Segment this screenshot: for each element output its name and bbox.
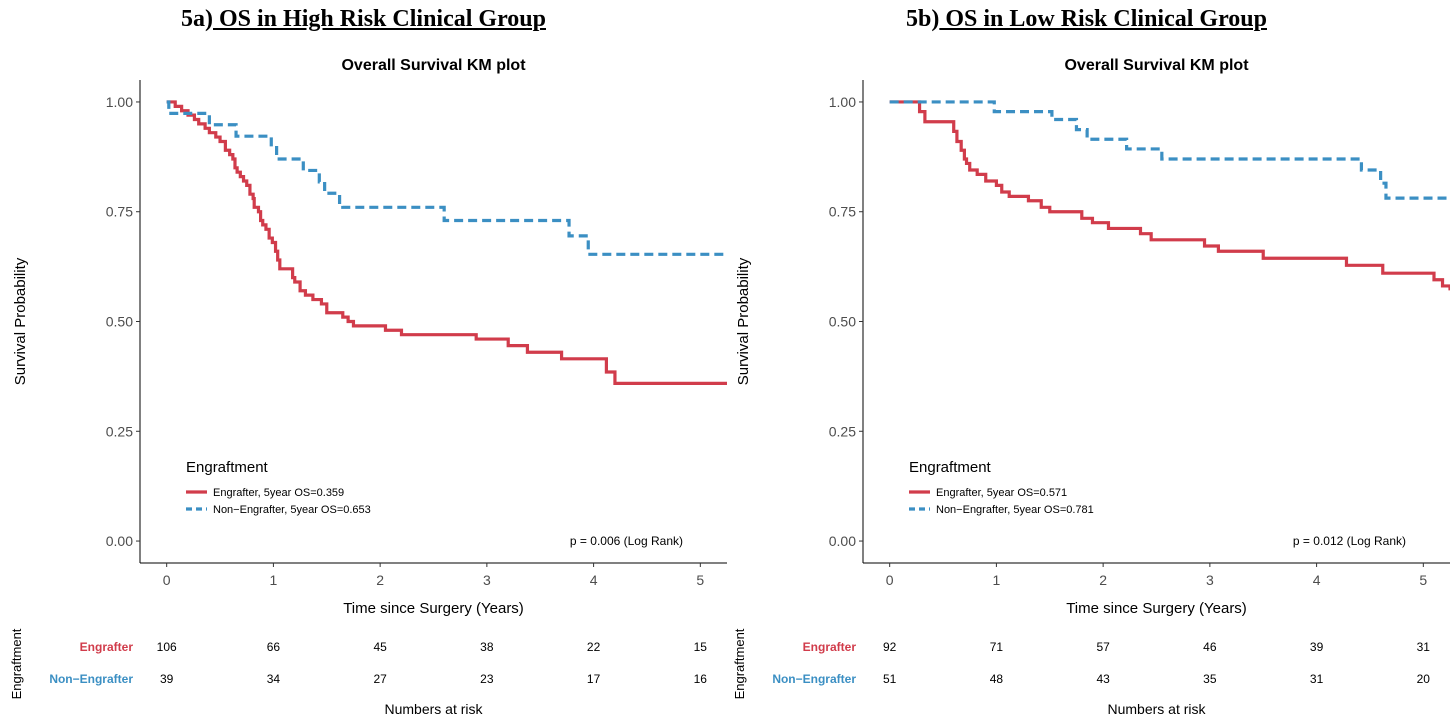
y-tick-label: 0.50: [829, 314, 856, 330]
risk-count: 48: [990, 672, 1004, 686]
y-tick-label: 0.50: [106, 314, 133, 330]
x-tick-label: 5: [1419, 572, 1427, 588]
y-tick-label: 0.75: [829, 204, 856, 220]
x-tick-label: 3: [483, 572, 491, 588]
risk-count: 38: [480, 640, 494, 654]
risk-count: 66: [267, 640, 281, 654]
risk-count: 43: [1096, 672, 1110, 686]
x-tick-label: 1: [270, 572, 278, 588]
panel-low-risk: 5b) OS in Low Risk Clinical Group Overal…: [723, 0, 1450, 722]
x-tick-label: 3: [1206, 572, 1214, 588]
legend-title: Engraftment: [909, 459, 992, 476]
x-axis-label: Time since Surgery (Years): [1066, 600, 1247, 617]
chart-title: Overall Survival KM plot: [1064, 57, 1249, 74]
risk-count: 16: [694, 672, 708, 686]
x-tick-label: 2: [1099, 572, 1107, 588]
risk-row-label: Engrafter: [803, 640, 857, 654]
risk-count: 106: [157, 640, 177, 654]
risk-count: 15: [694, 640, 708, 654]
risk-row-label: Non−Engrafter: [772, 672, 856, 686]
p-value-annotation: p = 0.006 (Log Rank): [570, 534, 683, 548]
risk-count: 39: [1310, 640, 1324, 654]
km-chart: Overall Survival KM plot 0.00 0.25 0.50 0.75…: [0, 0, 727, 722]
risk-table-xlabel: Numbers at risk: [1107, 701, 1206, 717]
x-tick-label: 2: [376, 572, 384, 588]
risk-count: 27: [373, 672, 387, 686]
risk-count: 31: [1310, 672, 1324, 686]
x-tick-label: 0: [163, 572, 171, 588]
non-engrafter-curve: [167, 102, 727, 254]
y-tick-label: 0.00: [106, 533, 133, 549]
risk-count: 20: [1417, 672, 1431, 686]
x-axis-label: Time since Surgery (Years): [343, 600, 524, 617]
y-tick-label: 0.75: [106, 204, 133, 220]
risk-count: 17: [587, 672, 601, 686]
risk-count: 71: [990, 640, 1004, 654]
risk-count: 57: [1096, 640, 1110, 654]
risk-count: 31: [1417, 640, 1431, 654]
x-tick-label: 5: [696, 572, 704, 588]
risk-table-xlabel: Numbers at risk: [384, 701, 483, 717]
risk-table-ylabel: Engraftment: [732, 628, 747, 699]
risk-table-ylabel: Engraftment: [9, 628, 24, 699]
y-axis-label: Survival Probability: [735, 257, 752, 385]
x-tick-label: 0: [886, 572, 894, 588]
risk-count: 92: [883, 640, 897, 654]
legend-label: Engrafter, 5year OS=0.359: [213, 487, 344, 499]
risk-row-label: Engrafter: [80, 640, 134, 654]
p-value-annotation: p = 0.012 (Log Rank): [1293, 534, 1406, 548]
risk-count: 46: [1203, 640, 1217, 654]
risk-count: 35: [1203, 672, 1217, 686]
risk-count: 39: [160, 672, 174, 686]
panel-high-risk: 5a) OS in High Risk Clinical Group Overa…: [0, 0, 727, 722]
risk-count: 51: [883, 672, 897, 686]
y-tick-label: 0.00: [829, 533, 856, 549]
x-tick-label: 4: [590, 572, 598, 588]
non-engrafter-curve: [890, 102, 1450, 198]
legend-label: Engrafter, 5year OS=0.571: [936, 487, 1067, 499]
chart-title: Overall Survival KM plot: [341, 57, 526, 74]
y-axis-label: Survival Probability: [12, 257, 29, 385]
y-tick-label: 1.00: [829, 94, 856, 110]
y-tick-label: 0.25: [106, 423, 133, 439]
legend-title: Engraftment: [186, 459, 269, 476]
legend-label: Non−Engrafter, 5year OS=0.653: [213, 504, 371, 516]
risk-count: 22: [587, 640, 601, 654]
legend-label: Non−Engrafter, 5year OS=0.781: [936, 504, 1094, 516]
engrafter-curve: [890, 102, 1450, 290]
risk-row-label: Non−Engrafter: [49, 672, 133, 686]
engrafter-curve: [167, 102, 727, 383]
y-tick-label: 1.00: [106, 94, 133, 110]
km-chart: Overall Survival KM plot 0.00 0.25 0.50 0.75…: [723, 0, 1450, 722]
y-tick-label: 0.25: [829, 423, 856, 439]
x-tick-label: 4: [1313, 572, 1321, 588]
risk-count: 45: [373, 640, 387, 654]
risk-count: 23: [480, 672, 494, 686]
x-tick-label: 1: [993, 572, 1001, 588]
risk-count: 34: [267, 672, 281, 686]
